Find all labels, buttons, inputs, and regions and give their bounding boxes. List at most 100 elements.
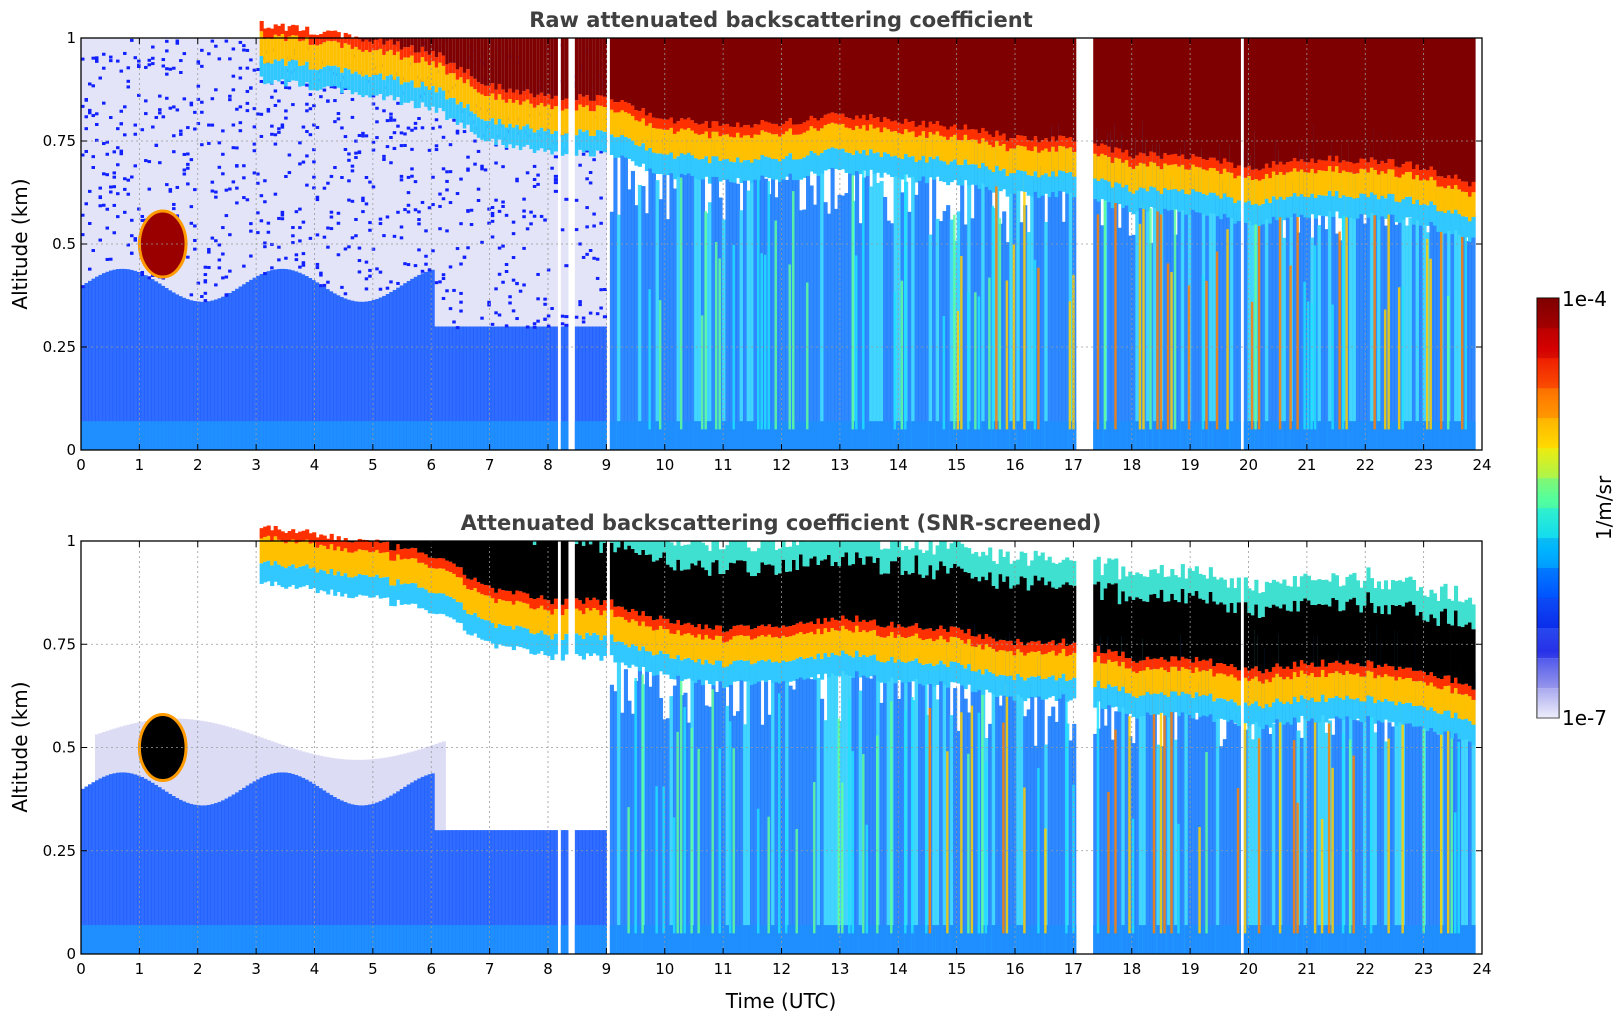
cloud-edge [806,120,811,131]
aerosol-column [469,326,474,450]
cloud-core [1100,38,1105,144]
cloud-edge [560,639,565,661]
surface-band [995,421,1000,450]
noise-speckle [112,150,117,154]
cloud-top-edge [788,546,793,572]
cloud-core [1016,38,1021,135]
aerosol-column [231,794,236,954]
cloud-core [473,38,478,79]
cloud-edge [756,661,762,682]
noise-speckle [203,299,208,303]
cloud-edge [1184,194,1189,215]
cloud-edge [452,62,457,74]
cloud-core [735,38,741,123]
cloud-edge [270,540,275,566]
cloud-edge [770,123,776,135]
surface-band [988,925,993,954]
noise-speckle [98,204,103,208]
aerosol-column [455,326,460,450]
noise-speckle [329,227,334,231]
cloud-edge [1121,187,1126,208]
cloud-edge [389,560,394,586]
cloud-edge [1345,171,1350,197]
noise-speckle [378,217,383,221]
cloud-edge [865,130,870,156]
surface-band [305,925,310,954]
noise-speckle [378,287,383,291]
noise-speckle [175,39,180,43]
aerosol-column [312,280,317,450]
surface-band [1142,421,1147,450]
surface-band [462,421,467,450]
surface-band [217,925,222,954]
cloud-edge [637,615,642,626]
noise-speckle [91,84,96,88]
cloud-edge [1222,168,1227,194]
surface-band [858,925,863,954]
noise-speckle [347,179,352,183]
surface-band [375,421,380,450]
aerosol-column [497,830,502,954]
cloud-core [928,565,933,629]
cloud-top-edge [725,545,730,570]
cloud-edge [991,136,996,148]
plume-streak [974,292,977,430]
cloud-edge [385,576,390,598]
surface-band [956,421,961,450]
noise-speckle [466,167,471,171]
cloud-edge [1366,172,1371,198]
cloud-edge [602,635,607,656]
cloud-edge [834,123,839,149]
surface-band [140,925,145,954]
cloud-edge [1443,213,1448,234]
cloud-edge [721,667,727,689]
cloud-edge [403,558,408,584]
aerosol-column [953,688,958,954]
cloud-edge [900,661,905,683]
cloud-edge [1170,189,1175,211]
surface-band [1187,421,1192,450]
cloud-edge [340,551,345,576]
aerosol-column [508,326,513,450]
cloud-edge [806,622,811,634]
cloud-edge [273,536,278,562]
cloud-edge [1065,173,1070,194]
plume-streak [953,214,956,430]
noise-speckle [501,200,506,204]
cloud-top-edge [676,541,681,560]
cloud-edge [1268,178,1273,203]
noise-speckle [165,49,170,53]
cloud-edge [508,590,513,602]
noise-speckle [410,128,415,132]
plume-streak [1156,199,1159,430]
noise-layer [193,38,198,301]
cloud-edge [806,633,811,658]
cloud-edge [820,659,825,680]
cloud-edge [781,123,786,135]
cloud-edge [1390,159,1396,170]
noise-speckle [221,172,226,176]
cloud-top-edge [1009,563,1014,589]
plume-streak [1226,229,1229,430]
cloud-edge [897,157,902,179]
surface-band [518,925,523,954]
cloud-edge [420,562,425,588]
cloud-edge [777,662,783,684]
surface-band [735,925,741,954]
aerosol-column [396,791,401,954]
cloud-top-edge [855,541,860,553]
surface-band [753,925,758,954]
surface-band [109,925,114,954]
noise-speckle [235,201,240,205]
cloud-edge [960,629,965,641]
surface-band [834,421,839,450]
surface-band [651,421,657,450]
noise-speckle [235,107,240,111]
cloud-edge [1380,171,1385,196]
faint-layer [291,748,296,774]
cloud-core [879,574,884,627]
noise-speckle [564,197,569,201]
surface-band [770,925,776,954]
cloud-core [704,38,709,122]
cloud-edge [1373,169,1378,195]
